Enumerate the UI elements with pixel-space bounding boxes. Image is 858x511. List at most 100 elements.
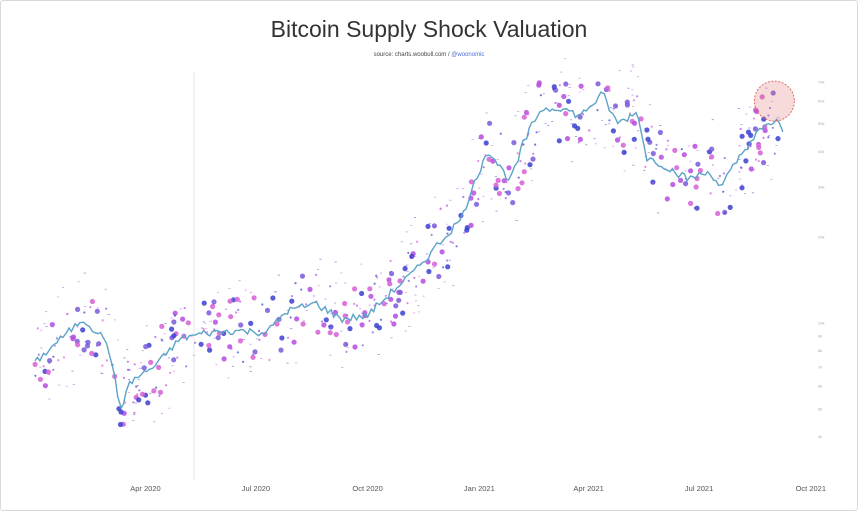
- valuation-tick-mark: [757, 142, 760, 144]
- valuation-dot: [117, 421, 124, 428]
- valuation-dot: [694, 205, 700, 211]
- valuation-tick-mark: [249, 292, 252, 293]
- valuation-dot: [37, 376, 44, 382]
- valuation-tick-mark: [163, 333, 166, 335]
- valuation-dot: [329, 285, 332, 288]
- valuation-tick-mark: [317, 285, 320, 287]
- valuation-tick-mark: [66, 313, 69, 315]
- valuation-tick-mark: [443, 281, 446, 283]
- valuation-tick-mark: [333, 310, 336, 311]
- valuation-tick-mark: [664, 168, 667, 170]
- valuation-dot: [392, 313, 399, 319]
- valuation-dot: [510, 200, 516, 206]
- valuation-dot: [236, 351, 239, 354]
- valuation-dot: [93, 352, 99, 358]
- valuation-tick-mark: [200, 327, 204, 329]
- chart-title: Bitcoin Supply Shock Valuation: [270, 16, 588, 42]
- valuation-tick-mark: [134, 402, 137, 404]
- valuation-tick-mark: [48, 398, 51, 400]
- valuation-dot: [315, 329, 321, 335]
- valuation-dot: [504, 190, 507, 194]
- y-tick-label: 70k: [818, 80, 824, 85]
- valuation-tick-mark: [717, 177, 720, 179]
- valuation-dot: [355, 304, 358, 307]
- valuation-tick-mark: [569, 83, 572, 85]
- valuation-dot: [536, 80, 542, 86]
- valuation-dot: [521, 114, 527, 120]
- valuation-tick-mark: [770, 179, 773, 180]
- valuation-tick-mark: [738, 171, 741, 173]
- x-tick-label: Oct 2021: [796, 484, 826, 493]
- valuation-dot: [381, 301, 387, 307]
- valuation-dot: [743, 158, 749, 164]
- valuation-tick-mark: [359, 308, 362, 309]
- valuation-dot: [136, 393, 139, 396]
- valuation-tick-mark: [168, 407, 171, 409]
- valuation-dot: [400, 310, 406, 316]
- valuation-tick-mark: [312, 295, 315, 297]
- valuation-dot: [221, 356, 227, 362]
- valuation-dot: [145, 400, 151, 406]
- valuation-dot: [307, 286, 313, 292]
- valuation-dot: [406, 302, 409, 305]
- valuation-dot: [94, 308, 100, 314]
- valuation-tick-mark: [274, 291, 278, 293]
- valuation-dot: [708, 157, 712, 160]
- valuation-dot: [42, 365, 45, 368]
- valuation-tick-mark: [770, 101, 774, 102]
- valuation-tick-mark: [632, 66, 635, 68]
- valuation-dot: [379, 318, 383, 321]
- valuation-tick-mark: [636, 76, 640, 78]
- valuation-dot: [391, 321, 397, 327]
- valuation-dot: [554, 101, 557, 105]
- valuation-dot: [207, 347, 213, 353]
- valuation-tick-mark: [485, 112, 488, 114]
- valuation-dot: [749, 145, 752, 148]
- valuation-tick-mark: [65, 385, 68, 387]
- valuation-dot: [693, 184, 699, 190]
- valuation-dot: [352, 286, 358, 292]
- valuation-tick-mark: [739, 178, 742, 180]
- valuation-tick-mark: [631, 94, 634, 96]
- valuation-tick-mark: [409, 225, 413, 226]
- valuation-tick-mark: [569, 119, 572, 121]
- valuation-dot: [446, 225, 452, 231]
- valuation-dot: [451, 241, 454, 244]
- valuation-dot: [608, 89, 611, 92]
- valuation-dot: [715, 210, 721, 217]
- valuation-dot: [462, 195, 465, 199]
- valuation-tick-mark: [629, 70, 632, 72]
- valuation-tick-mark: [777, 116, 780, 118]
- valuation-dot: [650, 125, 653, 128]
- valuation-tick-mark: [743, 193, 746, 194]
- valuation-dot: [575, 125, 581, 131]
- valuation-tick-mark: [418, 276, 421, 277]
- valuation-tick-mark: [735, 189, 738, 191]
- x-tick-label: Jul 2020: [242, 484, 270, 493]
- valuation-dot: [655, 143, 658, 146]
- valuation-dot: [368, 293, 374, 299]
- valuation-dot: [652, 182, 655, 185]
- valuation-dot: [300, 321, 306, 327]
- valuation-tick-mark: [425, 253, 429, 255]
- valuation-tick-mark: [324, 298, 327, 300]
- valuation-tick-mark: [203, 322, 207, 324]
- valuation-tick-mark: [632, 106, 635, 107]
- valuation-dot: [773, 152, 776, 155]
- source-handle-link[interactable]: @woonomic: [451, 52, 485, 58]
- valuation-dot: [47, 358, 53, 364]
- valuation-dot: [154, 335, 157, 339]
- valuation-dot: [563, 81, 569, 87]
- valuation-tick-mark: [406, 264, 409, 266]
- valuation-dot: [70, 336, 76, 342]
- valuation-dot: [670, 181, 676, 188]
- valuation-tick-mark: [232, 356, 235, 358]
- valuation-tick-mark: [135, 396, 138, 398]
- valuation-dot: [439, 207, 442, 210]
- valuation-dot: [390, 320, 393, 323]
- valuation-dot: [413, 276, 416, 279]
- valuation-tick-mark: [627, 87, 630, 89]
- valuation-dot: [463, 231, 466, 234]
- y-tick-label: 30k: [818, 184, 824, 189]
- valuation-tick-mark: [153, 421, 156, 423]
